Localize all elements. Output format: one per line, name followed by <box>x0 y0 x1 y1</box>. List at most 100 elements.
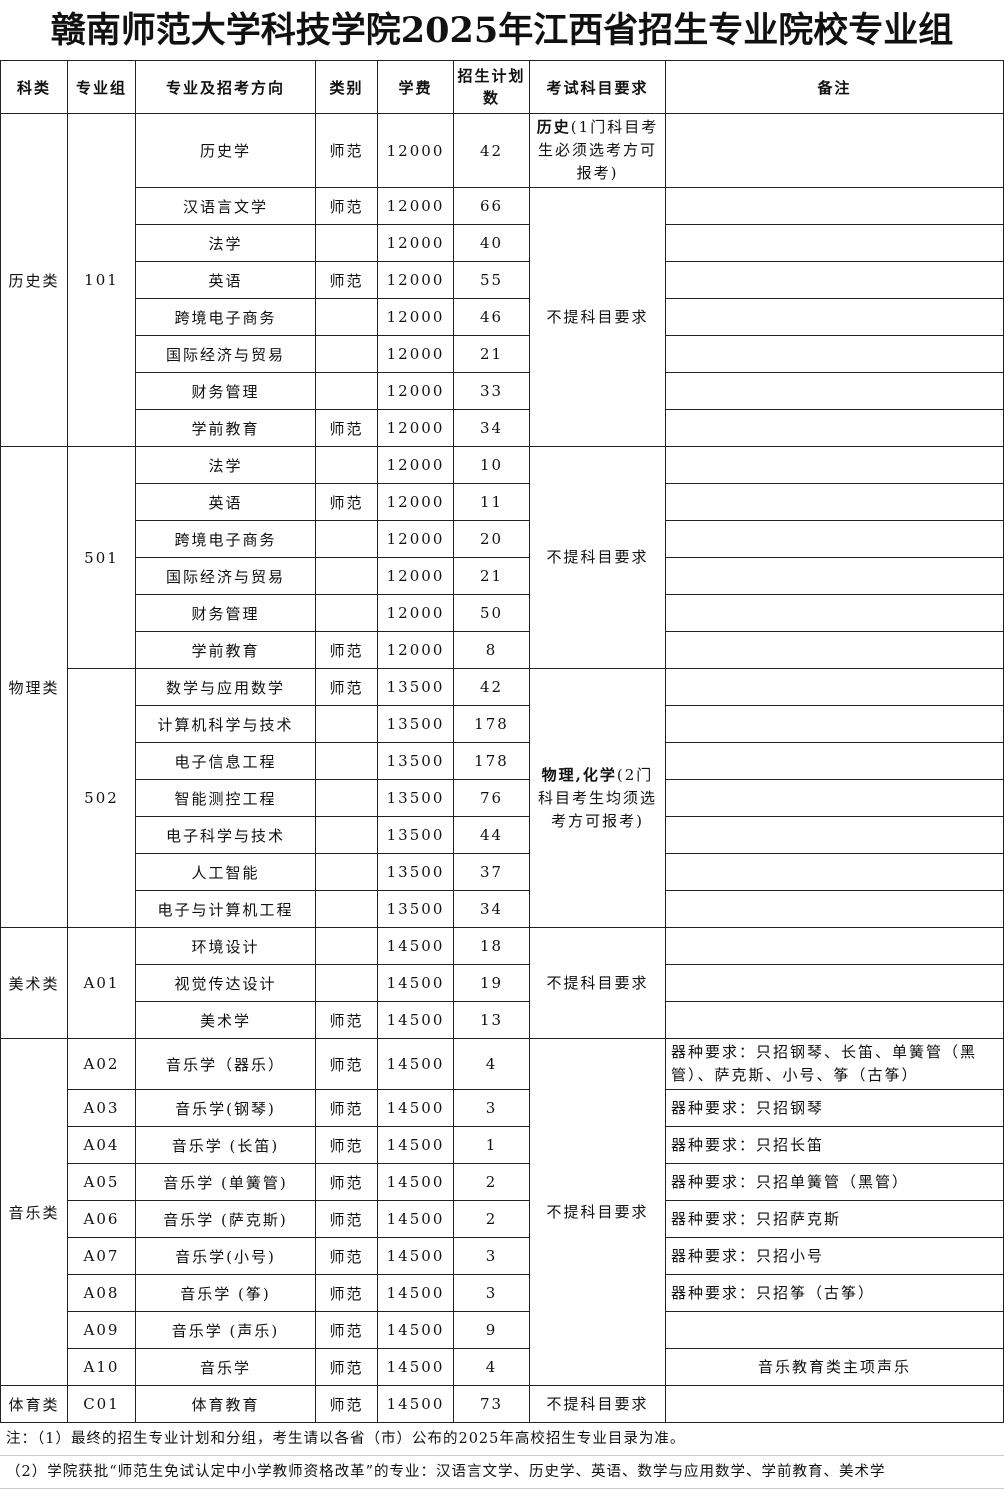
footer-note-1: 注：（1）最终的招生专业计划和分组，考生请以各省（市）公布的2025年高校招生专… <box>0 1423 1004 1456</box>
major-cell: 电子信息工程 <box>135 742 316 780</box>
type-cell <box>315 594 378 632</box>
plan-cell: 1 <box>453 1126 530 1164</box>
note-cell <box>665 964 1004 1002</box>
note-cell <box>665 113 1004 188</box>
group-code-cell: A05 <box>67 1163 136 1201</box>
major-cell: 财务管理 <box>135 372 316 410</box>
major-cell: 音乐学 <box>135 1348 316 1386</box>
table-body: 历史类 101 历史学 师范 12000 42 历史(1门科目考生必须选考方可报考) 汉语言文… <box>0 113 1004 1423</box>
table-row: 物理类 501 法学 12000 10 不提科目要求 <box>0 446 1004 928</box>
category-cell: 物理类 <box>0 446 68 928</box>
fee-cell: 13500 <box>377 779 454 817</box>
table-row: A05 音乐学 (单簧管) 师范 14500 2 器种要求：只招单簧管（黑管） <box>1 1163 1004 1201</box>
table-row: A10 音乐学 师范 14500 4 音乐教育类主项声乐 <box>1 1348 1004 1386</box>
note-cell <box>665 1311 1004 1349</box>
plan-cell: 21 <box>453 335 530 373</box>
note-cell <box>665 298 1004 336</box>
type-cell: 师范 <box>315 483 378 521</box>
major-cell: 体育教育 <box>135 1385 316 1423</box>
table-row: A08 音乐学 (筝) 师范 14500 3 器种要求：只招筝（古筝） <box>1 1274 1004 1312</box>
requirement-cell: 历史(1门科目考生必须选考方可报考) <box>529 113 666 188</box>
major-cell: 音乐学 (声乐) <box>135 1311 316 1349</box>
type-cell <box>315 557 378 595</box>
requirement-subjects: 历史 <box>536 118 571 136</box>
fee-cell: 13500 <box>377 742 454 780</box>
table-row: A03 音乐学(钢琴) 师范 14500 3 器种要求：只招钢琴 <box>1 1089 1004 1127</box>
type-cell <box>315 779 378 817</box>
note-cell <box>665 446 1004 484</box>
category-cell: 音乐类 <box>0 1038 68 1386</box>
note-cell <box>665 224 1004 262</box>
table-row: A06 音乐学 (萨克斯) 师范 14500 2 器种要求：只招萨克斯 <box>1 1200 1004 1238</box>
requirement-text: 不提科目要求 <box>546 1394 649 1413</box>
major-cell: 计算机科学与技术 <box>135 705 316 743</box>
major-cell: 法学 <box>135 446 316 484</box>
fee-cell: 14500 <box>377 927 454 965</box>
plan-cell: 34 <box>453 409 530 447</box>
plan-cell: 34 <box>453 890 530 928</box>
major-cell: 音乐学（器乐） <box>135 1038 316 1090</box>
group-code-cell: A04 <box>67 1126 136 1164</box>
plan-cell: 46 <box>453 298 530 336</box>
type-cell: 师范 <box>315 1311 378 1349</box>
type-cell <box>315 816 378 854</box>
fee-cell: 14500 <box>377 1163 454 1201</box>
plan-cell: 3 <box>453 1274 530 1312</box>
plan-cell: 21 <box>453 557 530 595</box>
type-cell: 师范 <box>315 1348 378 1386</box>
type-cell <box>315 853 378 891</box>
group-code-cell: A03 <box>67 1089 136 1127</box>
fee-cell: 12000 <box>377 631 454 669</box>
major-cell: 音乐学(小号) <box>135 1237 316 1275</box>
major-cell: 英语 <box>135 483 316 521</box>
table-row: 视觉传达设计 14500 19 <box>1 964 1004 1002</box>
table-row: A07 音乐学(小号) 师范 14500 3 器种要求：只招小号 <box>1 1237 1004 1275</box>
plan-cell: 33 <box>453 372 530 410</box>
plan-cell: 13 <box>453 1001 530 1039</box>
fee-cell: 12000 <box>377 372 454 410</box>
header-type: 类别 <box>315 60 378 114</box>
major-cell: 跨境电子商务 <box>135 520 316 558</box>
requirement-text: 不提科目要求 <box>546 548 649 566</box>
major-cell: 电子与计算机工程 <box>135 890 316 928</box>
type-cell: 师范 <box>315 1001 378 1039</box>
note-cell <box>665 668 1004 706</box>
type-cell: 师范 <box>315 187 378 225</box>
fee-cell: 12000 <box>377 298 454 336</box>
major-cell: 英语 <box>135 261 316 299</box>
group-code-cell: A02 <box>67 1038 136 1090</box>
note-cell <box>665 335 1004 373</box>
group-code-cell: A08 <box>67 1274 136 1312</box>
plan-cell: 44 <box>453 816 530 854</box>
type-cell: 师范 <box>315 1200 378 1238</box>
table-row: 计算机科学与技术 13500 178 <box>1 705 1004 743</box>
plan-cell: 66 <box>453 187 530 225</box>
type-cell: 师范 <box>315 1385 378 1423</box>
major-cell: 财务管理 <box>135 594 316 632</box>
table-row: 美术类 A01 环境设计 14500 18 不提科目要求 <box>0 927 1004 1039</box>
plan-cell: 73 <box>453 1385 530 1423</box>
table-row: 电子与计算机工程 13500 34 <box>1 890 1004 928</box>
plan-cell: 8 <box>453 631 530 669</box>
major-cell: 音乐学 (筝) <box>135 1274 316 1312</box>
note-cell <box>665 705 1004 743</box>
type-cell <box>315 446 378 484</box>
table-row: 历史类 101 历史学 师范 12000 42 历史(1门科目考生必须选考方可报考) <box>0 113 1004 447</box>
major-cell: 国际经济与贸易 <box>135 335 316 373</box>
plan-cell: 19 <box>453 964 530 1002</box>
major-cell: 人工智能 <box>135 853 316 891</box>
major-cell: 国际经济与贸易 <box>135 557 316 595</box>
major-cell: 电子科学与技术 <box>135 816 316 854</box>
note-cell: 器种要求：只招萨克斯 <box>665 1200 1004 1238</box>
type-cell <box>315 298 378 336</box>
requirement-text: 不提科目要求 <box>546 307 649 326</box>
note-cell <box>665 187 1004 225</box>
table-row: 智能测控工程 13500 76 <box>1 779 1004 817</box>
plan-cell: 40 <box>453 224 530 262</box>
fee-cell: 14500 <box>377 1038 454 1090</box>
table-row: 财务管理 12000 50 <box>1 594 1004 632</box>
group-code-cell: A01 <box>67 927 136 1039</box>
plan-cell: 3 <box>453 1237 530 1275</box>
fee-cell: 12000 <box>377 520 454 558</box>
type-cell: 师范 <box>315 1163 378 1201</box>
